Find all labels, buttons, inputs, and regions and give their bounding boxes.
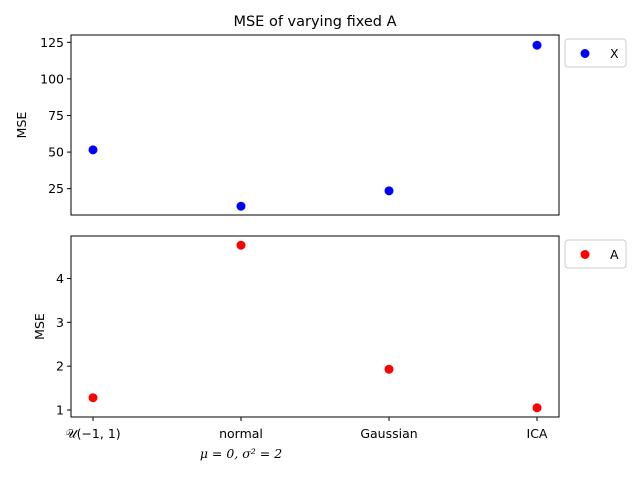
y-axis-label-2: MSE: [32, 313, 47, 340]
x-tick-label-0: 𝒰(−1, 1): [65, 426, 120, 441]
y-tick-label-1-0: 25: [48, 181, 64, 196]
x-tick-label-2: Gaussian: [360, 426, 417, 441]
data-point-X-gaussian: [384, 186, 394, 196]
y-tick-label-2-3: 4: [56, 271, 64, 286]
legend-box-2: [564, 239, 627, 269]
legend-label-X: X: [610, 46, 619, 61]
data-point-A-ica: [532, 403, 542, 413]
data-point-X-ica: [532, 40, 542, 50]
legend-marker-A: [580, 250, 590, 259]
legend-marker-X: [580, 49, 590, 58]
x-tick-sublabel-1: μ = 0, σ² = 2: [200, 446, 282, 461]
data-point-X-normal: [236, 201, 246, 211]
y-tick-label-2-2: 3: [56, 315, 64, 330]
x-tick-label-1: normal: [219, 426, 263, 441]
plot-area-1: [70, 34, 560, 216]
y-tick-label-1-2: 75: [48, 108, 64, 123]
y-tick-label-1-4: 125: [40, 35, 64, 50]
y-tick-label-2-0: 1: [56, 402, 64, 417]
y-tick-label-1-1: 50: [48, 145, 64, 160]
y-axis-label-1: MSE: [14, 112, 29, 139]
y-tick-label-1-3: 100: [40, 71, 64, 86]
plot-area-2: [70, 235, 560, 418]
chart-title: MSE of varying fixed A: [233, 14, 396, 30]
data-point-X-: [88, 145, 98, 155]
data-point-A-gaussian: [384, 364, 394, 374]
y-tick-label-2-1: 2: [56, 359, 64, 374]
x-tick-label-3: ICA: [527, 426, 548, 441]
data-point-A-: [88, 393, 98, 403]
data-point-A-normal: [236, 240, 246, 250]
legend-box-1: [564, 38, 627, 68]
legend-label-A: A: [610, 247, 619, 262]
